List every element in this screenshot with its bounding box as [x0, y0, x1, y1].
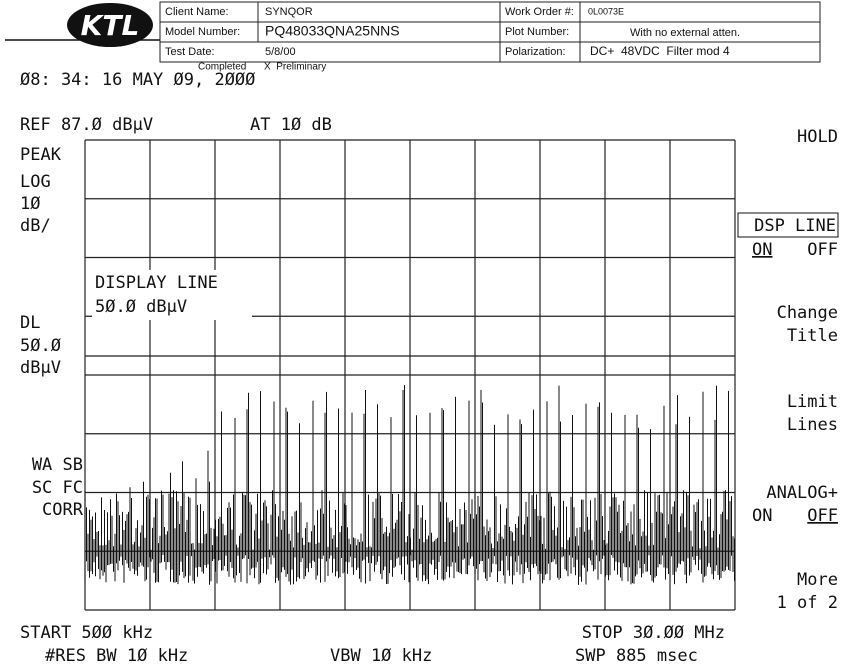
label-bg	[92, 270, 252, 320]
softkey[interactable]: DSP LINE	[754, 216, 836, 236]
timestamp: Ø8: 34: 16 MAY Ø9, 2ØØØ	[20, 70, 255, 90]
softkey[interactable]: Lines	[787, 415, 838, 435]
left-label: SC FC	[32, 478, 83, 498]
softkey-option[interactable]: ON	[752, 240, 772, 260]
softkey-option[interactable]: ON	[752, 506, 772, 526]
header: KTL Client Name: SYNQOR Model Number: PQ…	[5, 1, 821, 73]
field-label: Client Name:	[165, 6, 229, 18]
field-label: Test Date:	[165, 46, 215, 58]
softkey-option[interactable]: OFF	[807, 506, 838, 526]
attenuation: AT 1Ø dB	[250, 115, 332, 135]
softkey[interactable]: Change	[777, 303, 838, 323]
sweep: SWP 885 msec	[575, 646, 698, 665]
logo-oval	[67, 3, 153, 47]
softkey[interactable]: HOLD	[797, 127, 838, 147]
field-value: SYNQOR	[265, 6, 313, 18]
left-label: CORR	[42, 500, 84, 520]
softkey-box	[737, 212, 839, 238]
left-label: dBµV	[20, 358, 61, 378]
stop-freq: STOP 3Ø.ØØ MHz	[582, 623, 725, 643]
left-label: DL	[20, 313, 40, 333]
start-freq: START 5ØØ kHz	[20, 623, 153, 643]
left-label: dB/	[20, 216, 51, 236]
softkey[interactable]: Limit	[787, 392, 838, 412]
display-line-title: DISPLAY LINE	[95, 273, 218, 293]
left-label: PEAK	[20, 145, 62, 165]
softkey[interactable]: More	[797, 570, 838, 590]
softkey[interactable]: 1 of 2	[777, 593, 838, 613]
field-value: With no external atten.	[630, 27, 740, 39]
status: Completed	[198, 62, 246, 73]
left-label: 1Ø	[20, 194, 40, 214]
field-label: Plot Number:	[505, 26, 569, 38]
display-line-value: 5Ø.Ø dBµV	[95, 297, 187, 317]
vbw: VBW 1Ø kHz	[330, 646, 432, 665]
left-label: 5Ø.Ø	[20, 336, 61, 356]
table-right	[499, 1, 821, 63]
res-bw: #RES BW 1Ø kHz	[45, 646, 188, 665]
left-label: WA SB	[32, 455, 83, 475]
status: X Preliminary	[264, 62, 326, 73]
field-label: Work Order #:	[505, 6, 574, 18]
field-value: 0L0073E	[588, 6, 624, 16]
softkey[interactable]: Title	[787, 326, 838, 346]
logo: KTL	[81, 9, 140, 42]
field-value: 5/8/00	[265, 46, 296, 58]
field-value: DC+ 48VDC Filter mod 4	[590, 44, 730, 58]
field-value: PQ48033QNA25NNS	[265, 23, 400, 39]
ref-level: REF 87.Ø dBµV	[20, 115, 153, 135]
softkey[interactable]: ANALOG+	[766, 483, 838, 503]
softkeys: HOLD DSP LINE ON OFF Change Title Limit …	[737, 127, 839, 613]
softkey-option[interactable]: OFF	[807, 240, 838, 260]
field-label: Polarization:	[505, 46, 566, 58]
field-label: Model Number:	[165, 26, 240, 38]
left-label: LOG	[20, 172, 51, 192]
trace	[84, 385, 735, 585]
